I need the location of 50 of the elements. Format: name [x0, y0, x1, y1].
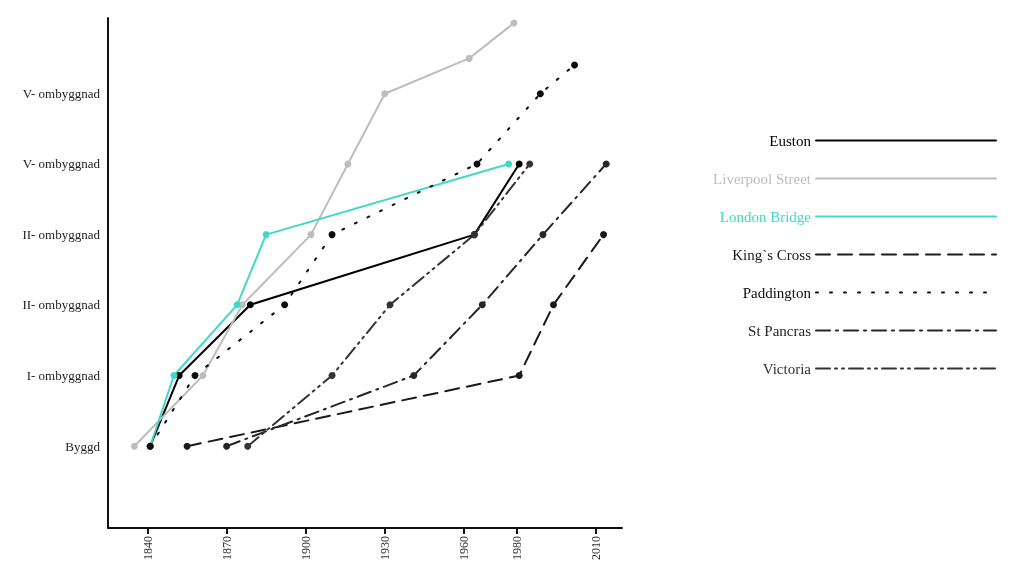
text: St Pancras: [748, 322, 812, 339]
x-tick-label: 1900: [298, 536, 313, 560]
text: Euston: [769, 132, 812, 149]
point: [600, 231, 608, 239]
point: [244, 442, 252, 450]
x-tick-label: 2010: [588, 536, 603, 560]
x-tick-label: 1870: [219, 536, 234, 560]
point: [262, 231, 270, 239]
point: [505, 160, 513, 168]
text: II- ombyggnad: [22, 297, 101, 313]
x-tick-label: 1960: [456, 536, 471, 560]
point: [183, 442, 191, 450]
point: [410, 372, 418, 379]
x-tick-label: 1930: [377, 536, 392, 560]
text: V- ombyggnad: [22, 156, 101, 172]
point: [199, 372, 207, 379]
point: [344, 160, 352, 168]
point: [536, 90, 544, 98]
text: Paddington: [742, 284, 812, 301]
point: [515, 160, 523, 168]
point: [281, 301, 289, 309]
point: [246, 301, 254, 309]
text: London Bridge: [719, 208, 812, 225]
point: [328, 372, 336, 379]
point: [223, 442, 231, 450]
text: Liverpool Street: [713, 170, 812, 187]
point: [130, 442, 138, 450]
x-tick-label: 1840: [140, 536, 155, 560]
point: [465, 54, 473, 62]
point: [307, 231, 315, 239]
point: [526, 160, 534, 168]
point: [328, 231, 336, 239]
text: Victoria: [762, 360, 812, 377]
point: [233, 301, 241, 309]
text: Byggd: [65, 438, 101, 454]
point: [191, 372, 199, 379]
point: [549, 301, 557, 309]
point: [539, 231, 547, 239]
point: [381, 90, 389, 98]
text: II- ombyggnad: [22, 227, 101, 243]
point: [478, 301, 486, 309]
point: [571, 61, 579, 69]
point: [515, 372, 523, 379]
point: [386, 301, 394, 309]
text: V- ombyggnad: [22, 86, 101, 102]
x-tick-label: 1980: [509, 536, 524, 560]
point: [602, 160, 610, 168]
text: I- ombyggnad: [26, 368, 101, 384]
text: King`s Cross: [732, 246, 812, 263]
point: [170, 372, 178, 379]
